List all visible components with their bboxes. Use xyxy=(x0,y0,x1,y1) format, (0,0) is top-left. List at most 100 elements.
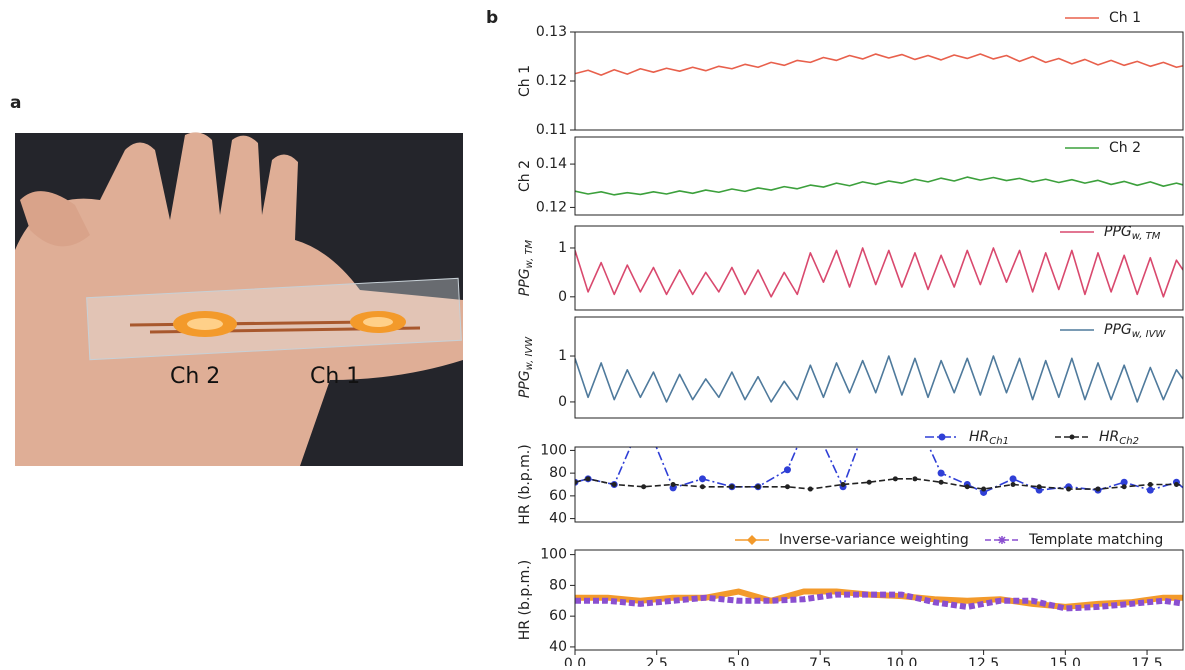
plot-frame xyxy=(575,32,1183,130)
y-axis-title-main: PPG xyxy=(517,370,533,398)
plot xyxy=(572,413,1185,500)
legend-label: PPGw, IVW xyxy=(1104,322,1166,340)
marker xyxy=(981,487,986,492)
marker xyxy=(965,484,970,489)
legend-label-main: Ch 2 xyxy=(1109,140,1141,156)
legend-label: HRCh1 xyxy=(969,429,1009,447)
marker xyxy=(586,476,591,481)
legend-label: Inverse-variance weighting xyxy=(779,532,969,548)
marker xyxy=(1011,482,1016,487)
series-line xyxy=(575,416,1185,496)
x-tick-label: 0.0 xyxy=(564,656,586,666)
plot xyxy=(575,248,1185,297)
y-tick-label: 100 xyxy=(540,547,567,563)
legend-label-main: Inverse-variance weighting xyxy=(779,532,969,548)
legend-label-main: HR xyxy=(969,429,989,445)
y-axis-title: HR (b.p.m.) xyxy=(517,444,533,524)
x-tick-label: 15.0 xyxy=(1050,656,1081,666)
x-tick-label: 12.5 xyxy=(968,656,999,666)
marker xyxy=(867,480,872,485)
y-axis-title-main: Ch 2 xyxy=(517,160,533,192)
marker xyxy=(641,484,646,489)
y-axis-title-main: Ch 1 xyxy=(517,65,533,97)
y-axis-title-sub: w, IVW xyxy=(524,336,535,371)
marker xyxy=(841,482,846,487)
y-axis-title-main: PPG xyxy=(517,268,533,296)
legend-label-sub: w, IVW xyxy=(1132,329,1167,340)
panel-label: b xyxy=(486,8,498,28)
legend-label-sub: w, TM xyxy=(1132,231,1161,242)
marker xyxy=(640,413,647,420)
legend-label: Template matching xyxy=(1028,532,1163,548)
y-tick-label: 1 xyxy=(558,240,567,256)
marker xyxy=(938,470,945,477)
marker xyxy=(700,484,705,489)
legend-label-main: HR xyxy=(1099,429,1119,445)
marker xyxy=(1174,482,1179,487)
legend-label-main: Template matching xyxy=(1028,532,1163,548)
plot xyxy=(575,592,1185,609)
y-tick-label: 40 xyxy=(549,511,567,527)
series-line xyxy=(575,479,1185,489)
marker xyxy=(756,484,761,489)
photo-label: Ch 1 xyxy=(310,364,360,389)
y-tick-label: 0.12 xyxy=(536,73,567,89)
series-line xyxy=(575,248,1185,297)
legend-label: PPGw, TM xyxy=(1104,224,1161,242)
marker xyxy=(807,413,814,420)
photo: Ch 2 Ch 1 xyxy=(15,132,463,466)
y-axis-title-main: HR (b.p.m.) xyxy=(517,444,533,524)
marker xyxy=(1010,475,1017,482)
marker xyxy=(939,434,946,441)
panel-label: a xyxy=(10,93,21,113)
x-tick-label: 2.5 xyxy=(646,656,668,666)
marker xyxy=(808,487,813,492)
plot xyxy=(575,177,1185,195)
marker xyxy=(866,413,873,420)
y-axis-title: Ch 2 xyxy=(517,160,533,192)
y-axis-title: PPGw, TM xyxy=(517,239,535,296)
y-axis-title-main: HR (b.p.m.) xyxy=(517,560,533,640)
y-tick-label: 40 xyxy=(549,639,567,655)
legend-label-main: Ch 1 xyxy=(1109,10,1141,26)
marker xyxy=(1096,487,1101,492)
series-line xyxy=(575,356,1185,402)
legend-label-sub: Ch1 xyxy=(989,436,1009,447)
legend-label-sub: Ch2 xyxy=(1119,436,1139,447)
marker xyxy=(1148,482,1153,487)
legend-label-main: PPG xyxy=(1104,322,1132,338)
marker xyxy=(729,484,734,489)
chart: 4060801000.02.55.07.510.012.515.017.5Tim… xyxy=(517,532,1185,666)
marker xyxy=(1037,484,1042,489)
marker xyxy=(671,482,676,487)
plot xyxy=(575,54,1185,75)
y-tick-label: 1 xyxy=(558,348,567,364)
marker xyxy=(912,476,917,481)
photo-label: Ch 2 xyxy=(170,364,220,389)
marker xyxy=(939,480,944,485)
y-tick-label: 0.14 xyxy=(536,156,567,172)
plot-frame xyxy=(575,317,1183,418)
legend-label: Ch 1 xyxy=(1109,10,1141,26)
marker xyxy=(1147,487,1154,494)
legend-label: HRCh2 xyxy=(1099,429,1139,447)
marker xyxy=(998,536,1006,544)
y-tick-label: 60 xyxy=(549,608,567,624)
marker xyxy=(1122,484,1127,489)
marker xyxy=(699,475,706,482)
plot-frame xyxy=(575,226,1183,310)
y-tick-label: 60 xyxy=(549,488,567,504)
y-axis-title: Ch 1 xyxy=(517,65,533,97)
marker xyxy=(612,482,617,487)
series-line xyxy=(575,54,1185,75)
marker xyxy=(747,535,757,545)
x-tick-label: 7.5 xyxy=(809,656,831,666)
x-tick-label: 10.0 xyxy=(886,656,917,666)
marker xyxy=(911,413,918,420)
plot xyxy=(575,356,1185,402)
